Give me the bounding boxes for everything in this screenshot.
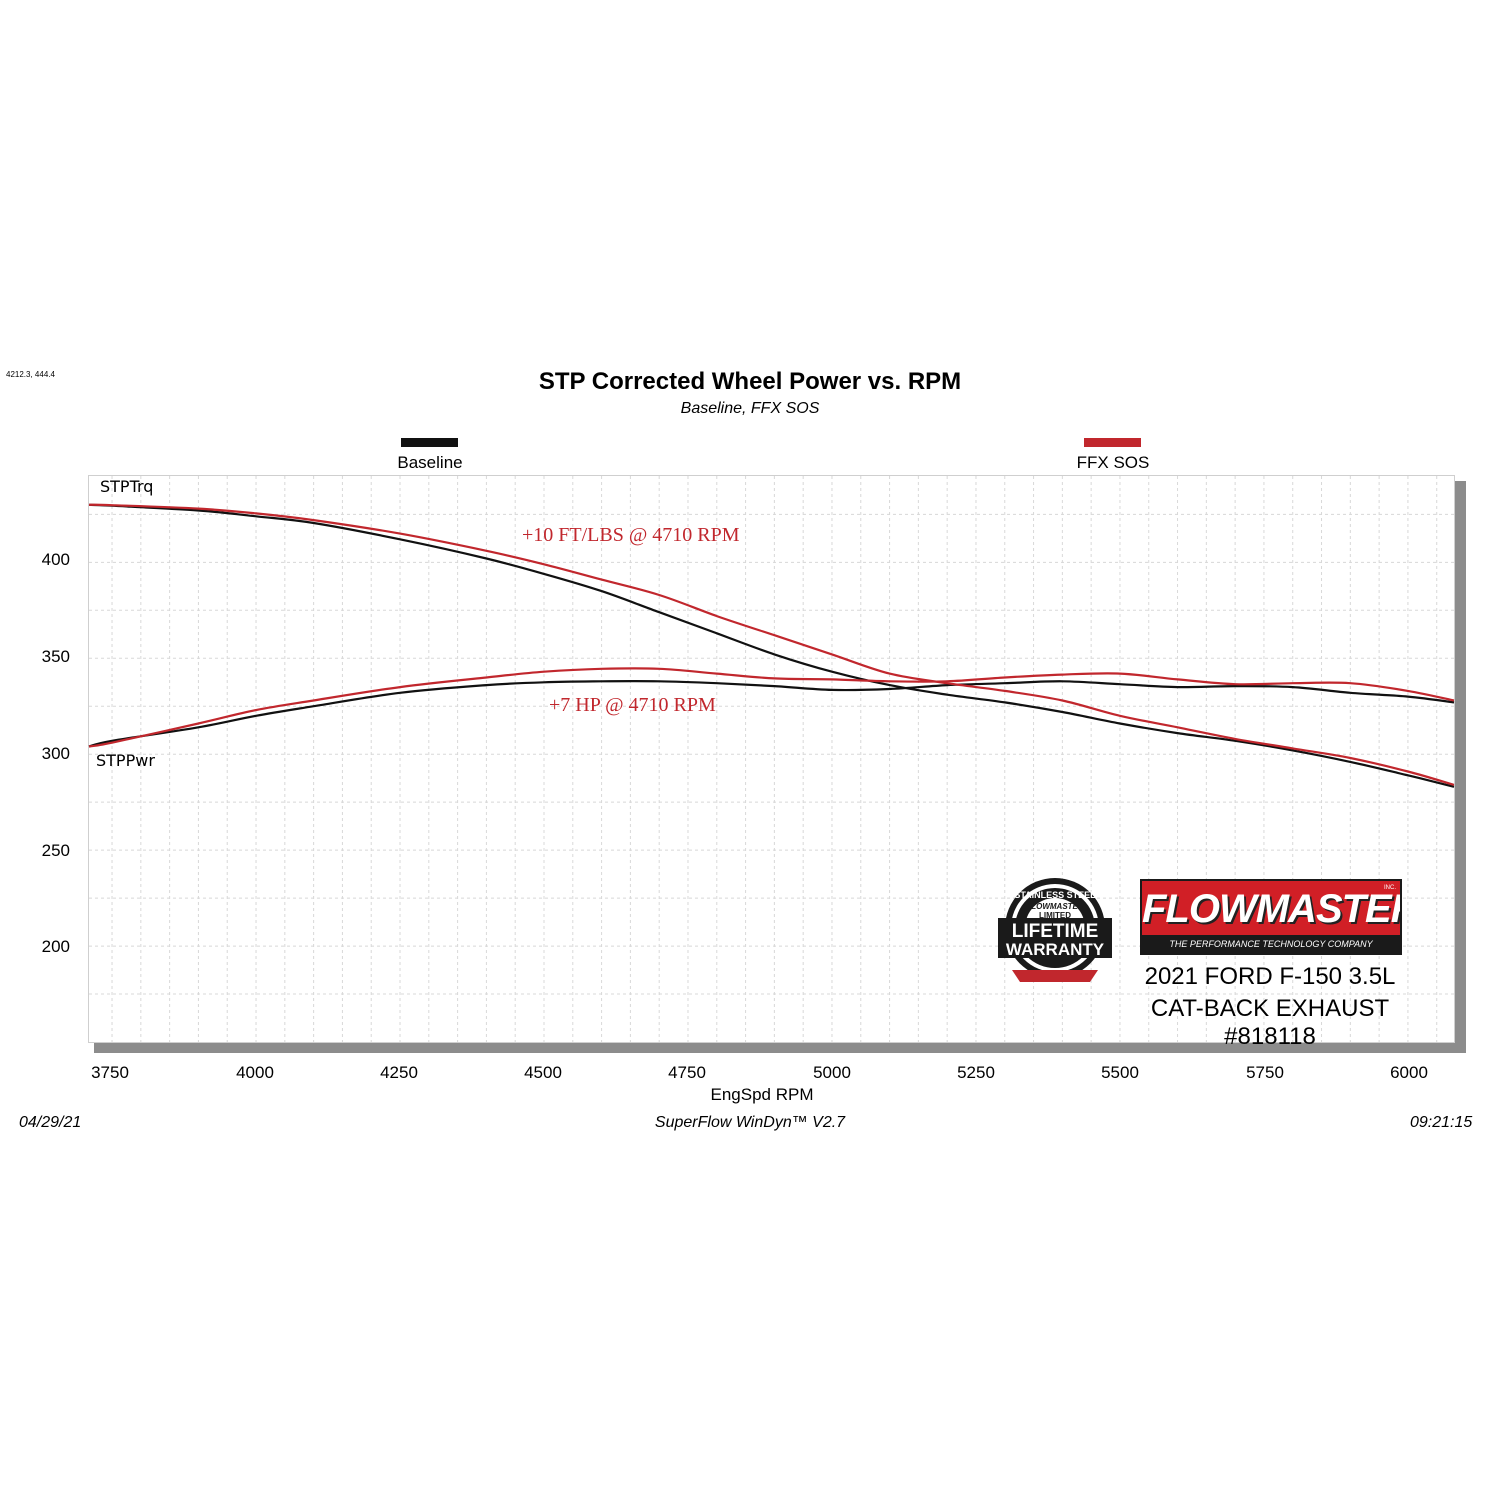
ffx-sos-power-line bbox=[88, 667, 1455, 748]
product-description: CAT-BACK EXHAUST #818118 bbox=[1150, 995, 1390, 1050]
x-tick-label: 4000 bbox=[236, 1063, 274, 1082]
logo-inc-text: INC. bbox=[1384, 885, 1396, 891]
y-tick-label: 300 bbox=[41, 744, 70, 763]
vehicle-description: 2021 FORD F-150 3.5L bbox=[1144, 963, 1396, 990]
x-tick-label: 4500 bbox=[524, 1063, 562, 1082]
x-tick-label: 5750 bbox=[1246, 1063, 1284, 1082]
logo-tagline: THE PERFORMANCE TECHNOLOGY COMPANY bbox=[1142, 935, 1400, 953]
x-tick-label: 5250 bbox=[957, 1063, 995, 1082]
torque-curve-label: STPTrq bbox=[100, 477, 154, 496]
legend-label-baseline: Baseline bbox=[397, 453, 463, 472]
ffx-sos-torque-line bbox=[88, 503, 1455, 786]
y-tick-label: 200 bbox=[41, 937, 70, 956]
power-curve-label: STPPwr bbox=[96, 751, 155, 770]
chart-title: STP Corrected Wheel Power vs. RPM bbox=[538, 368, 962, 395]
x-tick-label: 5000 bbox=[813, 1063, 851, 1082]
software-version: SuperFlow WinDyn™ V2.7 bbox=[654, 1114, 846, 1131]
y-tick-label: 350 bbox=[41, 647, 70, 666]
test-date: 04/29/21 bbox=[19, 1114, 82, 1131]
power-gain-annotation: +7 HP @ 4710 RPM bbox=[549, 694, 716, 716]
test-time: 09:21:15 bbox=[1410, 1114, 1473, 1131]
y-tick-label: 250 bbox=[41, 841, 70, 860]
legend-swatch-baseline bbox=[401, 438, 458, 447]
cursor-coordinate-readout: 4212.3, 444.4 bbox=[6, 370, 55, 379]
legend-label-ffx-sos: FFX SOS bbox=[1076, 453, 1150, 472]
baseline-power-line bbox=[88, 680, 1455, 748]
legend-swatch-ffx-sos bbox=[1084, 438, 1141, 447]
x-tick-label: 4250 bbox=[380, 1063, 418, 1082]
baseline-torque-line bbox=[88, 503, 1455, 788]
chart-subtitle: Baseline, FFX SOS bbox=[680, 400, 820, 417]
x-axis-label: EngSpd RPM bbox=[710, 1085, 814, 1104]
torque-gain-annotation: +10 FT/LBS @ 4710 RPM bbox=[522, 524, 740, 546]
y-tick-label: 400 bbox=[41, 550, 70, 569]
x-tick-label: 4750 bbox=[668, 1063, 706, 1082]
x-tick-label: 5500 bbox=[1101, 1063, 1139, 1082]
logo-brand-text: FLOWMASTER bbox=[1142, 887, 1402, 931]
x-tick-label: 3750 bbox=[91, 1063, 129, 1082]
flowmaster-logo: INC. FLOWMASTER THE PERFORMANCE TECHNOLO… bbox=[1140, 879, 1402, 955]
x-tick-label: 6000 bbox=[1390, 1063, 1428, 1082]
